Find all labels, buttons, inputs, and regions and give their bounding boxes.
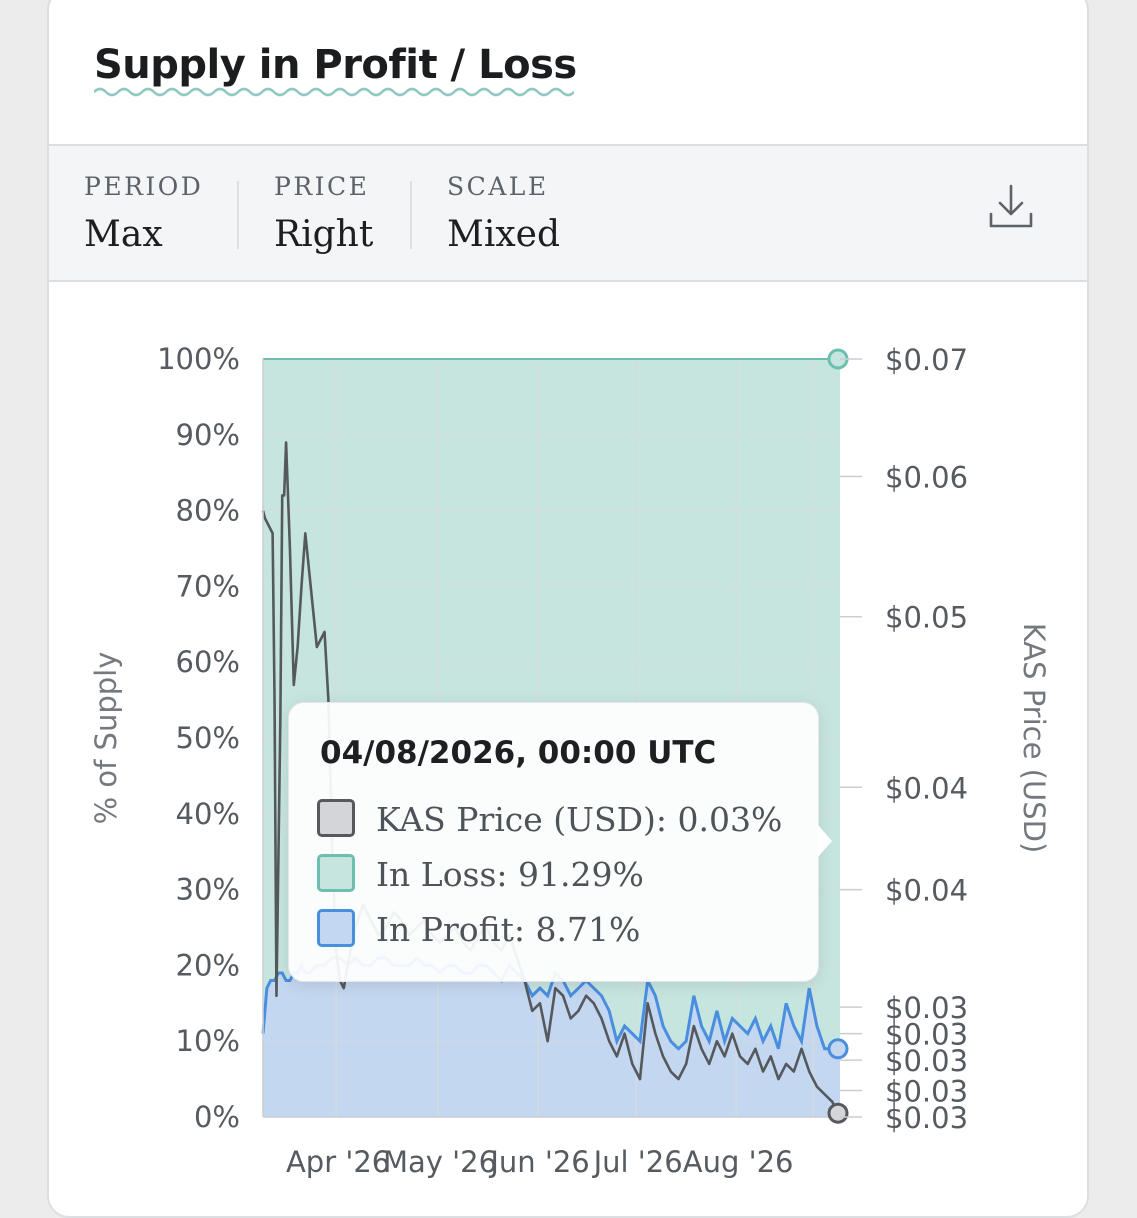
x-tick-label: Aug '26 (683, 1145, 794, 1179)
y-tick-label: 40% (176, 797, 240, 831)
y-tick-label: 80% (176, 494, 240, 528)
chart-controls-bar: PERIOD Max PRICE Right SCALE Mixed (49, 144, 1087, 282)
y-axis-title: % of Supply (89, 652, 123, 825)
y-tick-label: 0% (194, 1100, 240, 1134)
y-tick-label: 70% (176, 569, 240, 603)
y2-tick-label: $0.07 (885, 343, 968, 377)
y-tick-label: 10% (176, 1024, 240, 1058)
price-value: Right (274, 214, 374, 255)
y-tick-label: 100% (157, 342, 240, 376)
y2-tick-label: $0.04 (885, 771, 968, 805)
page-title: Supply in Profit / Loss (94, 42, 577, 88)
y2-tick-label: $0.05 (885, 601, 968, 635)
y2-axis-title: KAS Price (USD) (1017, 623, 1051, 854)
x-tick-label: Apr '26 (286, 1145, 390, 1179)
x-tick-label: Jul '26 (592, 1145, 683, 1179)
y-tick-label: 90% (176, 418, 240, 452)
chart-tooltip: 04/08/2026, 00:00 UTC KAS Price (USD): 0… (288, 702, 832, 982)
tooltip-row-text: In Profit: 8.71% (376, 910, 641, 949)
in-profit-area (263, 957, 840, 1117)
x-tick-label: May '26 (383, 1145, 497, 1179)
period-label: PERIOD (84, 172, 204, 201)
price-label: PRICE (274, 172, 370, 201)
y-tick-label: 50% (176, 721, 240, 755)
y2-tick-label: $0.03 (885, 1101, 968, 1135)
download-button[interactable] (987, 182, 1035, 234)
in-loss-swatch (317, 854, 355, 892)
y-tick-label: 60% (176, 645, 240, 679)
price-swatch (317, 799, 355, 837)
in-profit-swatch (317, 909, 355, 947)
y2-tick-label: $0.03 (885, 1018, 968, 1052)
y-tick-label: 30% (176, 873, 240, 907)
control-separator (237, 181, 239, 249)
x-tick-label: Jun '26 (488, 1145, 589, 1179)
y-tick-label: 20% (176, 948, 240, 982)
period-value: Max (84, 214, 163, 255)
series-end-marker (827, 1102, 849, 1124)
tooltip-row-text: KAS Price (USD): 0.03% (376, 800, 783, 839)
tooltip-row-text: In Loss: 91.29% (376, 855, 644, 894)
series-end-marker (827, 1038, 849, 1060)
tooltip-arrow (818, 825, 832, 857)
control-separator (410, 181, 412, 249)
y2-tick-label: $0.06 (885, 460, 968, 494)
y2-tick-label: $0.03 (885, 991, 968, 1025)
y2-tick-label: $0.03 (885, 1074, 968, 1108)
tooltip-date: 04/08/2026, 00:00 UTC (320, 735, 717, 771)
download-icon (989, 184, 1033, 228)
y2-tick-label: $0.04 (885, 874, 968, 908)
scale-value: Mixed (447, 214, 561, 255)
scale-label: SCALE (447, 172, 549, 201)
title-wavy-underline (94, 87, 574, 97)
y2-tick-label: $0.03 (885, 1044, 968, 1078)
